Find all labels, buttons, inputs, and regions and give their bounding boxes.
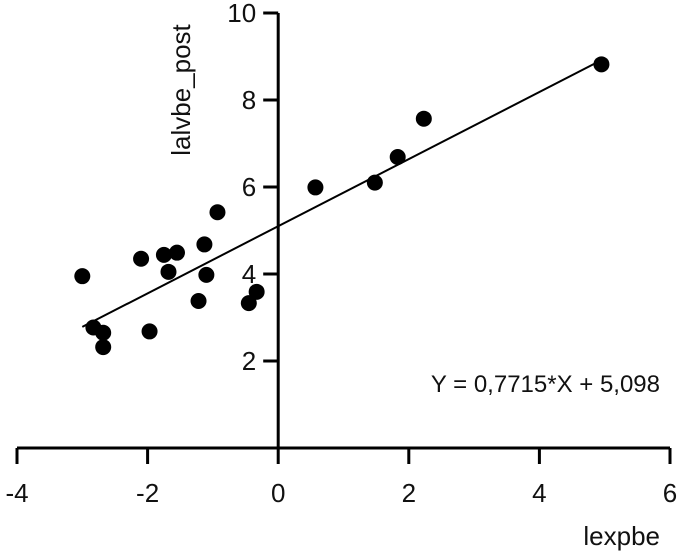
data-point	[196, 236, 213, 253]
regression-line	[81, 59, 602, 328]
x-tick-label: 6	[663, 478, 677, 508]
data-point	[198, 266, 215, 283]
x-tick-label: 4	[532, 478, 546, 508]
data-point	[74, 268, 91, 285]
x-tick-label: -4	[5, 478, 28, 508]
data-point	[160, 263, 177, 280]
x-tick-label: -2	[136, 478, 159, 508]
data-point	[415, 110, 432, 127]
data-point	[248, 283, 265, 300]
data-point	[95, 339, 112, 356]
data-point	[307, 179, 324, 196]
data-point	[141, 323, 158, 340]
data-point	[240, 295, 257, 312]
x-tick-label: 2	[402, 478, 416, 508]
regression-equation-label: Y = 0,7715*X + 5,098	[431, 371, 660, 398]
x-tick-label: 0	[271, 478, 285, 508]
y-tick-label: 6	[242, 172, 256, 202]
data-points-layer	[74, 56, 610, 356]
data-point	[366, 174, 383, 191]
y-tick-label: 8	[242, 85, 256, 115]
y-tick-label: 2	[242, 346, 256, 376]
x-axis-title: lexpbe	[583, 521, 660, 551]
y-tick-label: 10	[227, 0, 256, 28]
x-axis: -4 -2 0 2 4 6	[5, 446, 677, 508]
regression-line-layer	[81, 59, 602, 328]
data-point	[155, 246, 172, 263]
data-point	[190, 292, 207, 309]
y-axis: 2 4 6 8 10	[227, 0, 280, 448]
data-point	[209, 204, 226, 221]
y-tick-label: 4	[242, 259, 256, 289]
y-axis-title: lalvbe_post	[166, 23, 196, 155]
data-point	[593, 56, 610, 73]
data-point	[389, 148, 406, 165]
data-point	[133, 250, 150, 267]
data-point	[168, 244, 185, 261]
data-point	[95, 324, 112, 341]
